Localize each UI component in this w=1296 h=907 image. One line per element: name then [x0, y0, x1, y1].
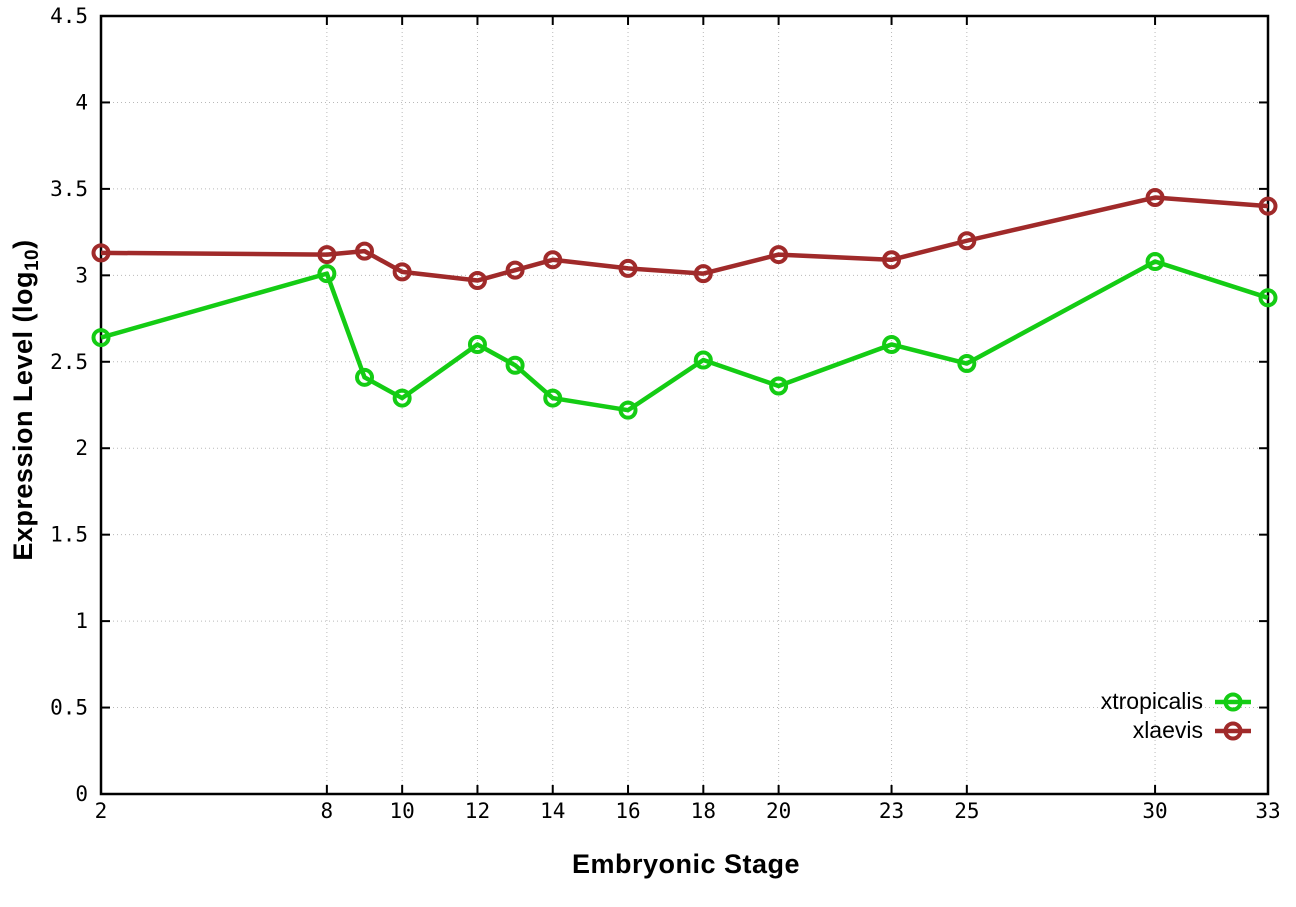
xlaevis-point [467, 271, 487, 291]
x-tick-label: 20 [766, 799, 791, 823]
xlaevis-point [618, 258, 638, 278]
x-tick-label: 23 [879, 799, 904, 823]
y-tick-label: 2.5 [50, 350, 88, 374]
x-tick-label: 10 [390, 799, 415, 823]
y-tick-label: 0 [75, 782, 88, 806]
x-tick-label: 2 [95, 799, 108, 823]
legend-label-xtropicalis: xtropicalis [1100, 688, 1203, 714]
xtropicalis-point [317, 264, 337, 284]
y-tick-label: 1 [75, 609, 88, 633]
x-axis-title: Embryonic Stage [571, 849, 801, 879]
legend-entry-xlaevis: xlaevis [1133, 716, 1254, 745]
legend-line-sample-icon [1215, 721, 1251, 740]
xtropicalis-point [882, 334, 902, 354]
xlaevis-point [355, 241, 375, 261]
y-axis-title: Expression Level (log10) [8, 239, 44, 560]
xlaevis-line [100, 195, 1269, 283]
xlaevis-point [1258, 196, 1278, 216]
legend-line-sample-icon [1215, 692, 1251, 711]
x-tick-label: 16 [615, 799, 640, 823]
xlaevis-point [317, 245, 337, 265]
y-axis-title-subscript: 10 [22, 248, 44, 272]
y-tick-label: 1.5 [50, 523, 88, 547]
xtropicalis-point [1258, 288, 1278, 308]
xlaevis-point [505, 260, 525, 280]
xtropicalis-point [543, 388, 563, 408]
xlaevis-point [1145, 188, 1165, 208]
y-tick-label: 3.5 [50, 177, 88, 201]
x-tick-label: 33 [1255, 799, 1280, 823]
x-tick-label: 8 [321, 799, 334, 823]
y-tick-label: 0.5 [50, 696, 88, 720]
xtropicalis-point [693, 350, 713, 370]
x-tick-label: 14 [540, 799, 565, 823]
x-tick-label: 18 [691, 799, 716, 823]
plot-border [99, 14, 1270, 796]
xtropicalis-point [355, 367, 375, 387]
y-axis-title-text: Expression Level (log [7, 271, 38, 561]
x-tick-label: 12 [465, 799, 490, 823]
x-tick-label: 25 [954, 799, 979, 823]
xlaevis-point [882, 250, 902, 270]
xtropicalis-point [769, 376, 789, 396]
x-tick-label: 30 [1142, 799, 1167, 823]
xtropicalis-line [100, 259, 1269, 413]
xtropicalis-point [91, 328, 111, 348]
xlaevis-point [392, 262, 412, 282]
xtropicalis-point [957, 354, 977, 374]
legend-entry-xtropicalis: xtropicalis [1101, 687, 1254, 716]
y-tick-label: 4.5 [50, 4, 88, 28]
xlaevis-point [957, 231, 977, 251]
xtropicalis-point [1145, 252, 1165, 272]
xtropicalis-point [618, 400, 638, 420]
legend: xtropicalis xlaevis [1101, 687, 1254, 745]
xtropicalis-point [505, 355, 525, 375]
xlaevis-point [769, 245, 789, 265]
xlaevis-point [543, 250, 563, 270]
xtropicalis-point [467, 334, 487, 354]
y-axis-title-suffix: ) [7, 239, 38, 249]
legend-label-xlaevis: xlaevis [1132, 717, 1203, 743]
y-tick-label: 3 [75, 263, 88, 287]
xtropicalis-point [392, 388, 412, 408]
xlaevis-point [693, 264, 713, 284]
y-tick-label: 2 [75, 436, 88, 460]
y-tick-label: 4 [75, 90, 88, 114]
xlaevis-point [91, 243, 111, 263]
